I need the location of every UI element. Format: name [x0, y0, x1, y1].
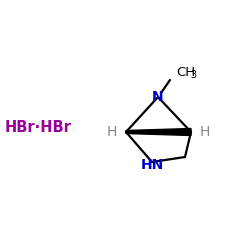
Text: H: H: [200, 125, 210, 139]
Text: HN: HN: [140, 158, 164, 172]
Text: 3: 3: [190, 70, 196, 80]
Text: N: N: [152, 90, 164, 104]
Polygon shape: [126, 128, 191, 136]
Text: CH: CH: [176, 66, 195, 78]
Text: H: H: [107, 125, 117, 139]
Text: HBr·HBr: HBr·HBr: [4, 120, 71, 136]
